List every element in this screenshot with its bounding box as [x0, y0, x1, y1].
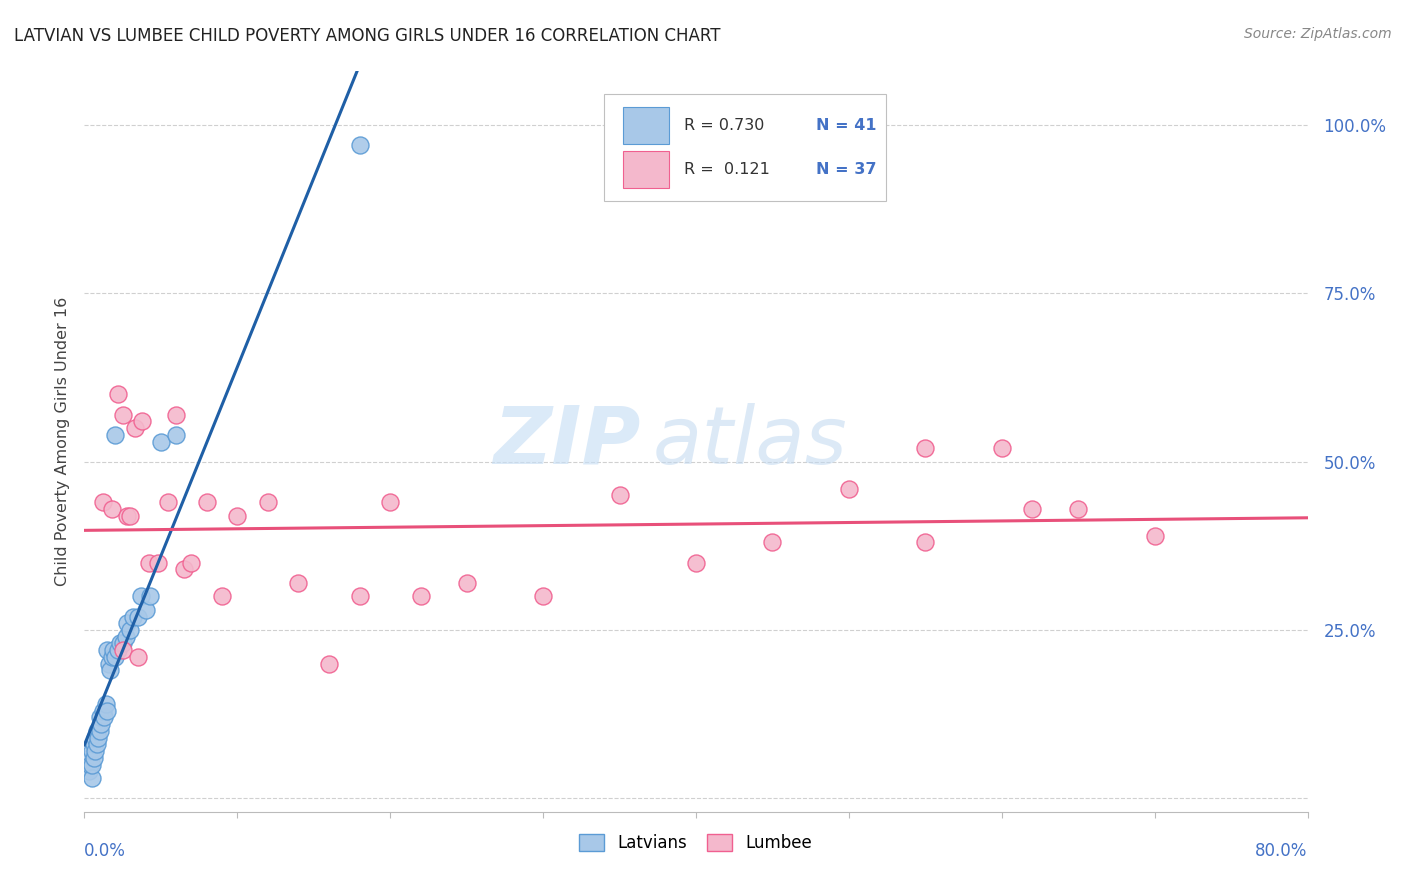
Point	[124, 421, 146, 435]
Point	[83, 738, 105, 752]
Point	[173, 562, 195, 576]
FancyBboxPatch shape	[605, 94, 886, 201]
Point	[111, 643, 134, 657]
Text: N = 37: N = 37	[815, 161, 876, 177]
Legend: Latvians, Lumbee: Latvians, Lumbee	[572, 828, 820, 859]
Point	[257, 495, 280, 509]
Point	[146, 556, 169, 570]
Point	[111, 636, 134, 650]
Point	[120, 623, 142, 637]
Point	[83, 751, 105, 765]
Text: LATVIAN VS LUMBEE CHILD POVERTY AMONG GIRLS UNDER 16 CORRELATION CHART: LATVIAN VS LUMBEE CHILD POVERTY AMONG GI…	[14, 27, 720, 45]
Point	[96, 643, 118, 657]
Point	[609, 488, 631, 502]
Point	[349, 138, 371, 153]
Point	[131, 414, 153, 428]
Point	[77, 764, 100, 779]
Point	[90, 717, 112, 731]
Point	[114, 630, 136, 644]
Text: N = 41: N = 41	[815, 118, 876, 133]
Point	[318, 657, 340, 671]
Point	[180, 556, 202, 570]
Point	[87, 731, 110, 745]
Text: 0.0%: 0.0%	[84, 842, 127, 860]
Point	[104, 649, 127, 664]
Point	[103, 643, 125, 657]
Point	[108, 636, 131, 650]
Point	[165, 427, 187, 442]
Point	[97, 657, 120, 671]
Point	[157, 495, 180, 509]
Point	[80, 757, 103, 772]
Point	[80, 771, 103, 785]
Point	[409, 590, 432, 604]
Point	[139, 590, 162, 604]
Point	[86, 723, 108, 738]
Text: R =  0.121: R = 0.121	[683, 161, 769, 177]
Point	[93, 710, 115, 724]
Y-axis label: Child Poverty Among Girls Under 16: Child Poverty Among Girls Under 16	[55, 297, 70, 586]
Point	[1067, 501, 1090, 516]
Point	[96, 704, 118, 718]
Text: 80.0%: 80.0%	[1256, 842, 1308, 860]
Point	[120, 508, 142, 523]
Point	[127, 609, 149, 624]
Point	[115, 508, 138, 523]
Point	[77, 751, 100, 765]
Point	[107, 387, 129, 401]
Point	[1143, 529, 1166, 543]
Point	[91, 704, 114, 718]
Point	[685, 556, 707, 570]
Point	[104, 427, 127, 442]
Point	[89, 710, 111, 724]
Point	[149, 434, 172, 449]
Point	[86, 738, 108, 752]
Point	[84, 731, 107, 745]
Point	[761, 535, 783, 549]
Point	[89, 723, 111, 738]
Text: atlas: atlas	[654, 402, 848, 481]
Point	[135, 603, 157, 617]
Point	[287, 575, 309, 590]
FancyBboxPatch shape	[623, 151, 669, 187]
Point	[94, 697, 117, 711]
Point	[122, 609, 145, 624]
Point	[107, 643, 129, 657]
Point	[165, 408, 187, 422]
Point	[111, 408, 134, 422]
Point	[914, 535, 936, 549]
FancyBboxPatch shape	[623, 107, 669, 144]
Point	[1021, 501, 1043, 516]
Point	[129, 590, 152, 604]
Point	[101, 501, 124, 516]
Point	[79, 757, 101, 772]
Point	[115, 616, 138, 631]
Point	[226, 508, 249, 523]
Point	[127, 649, 149, 664]
Point	[380, 495, 402, 509]
Point	[211, 590, 233, 604]
Point	[101, 649, 124, 664]
Point	[98, 664, 121, 678]
Point	[138, 556, 160, 570]
Point	[456, 575, 478, 590]
Point	[349, 590, 371, 604]
Point	[914, 442, 936, 456]
Point	[991, 442, 1014, 456]
Point	[80, 744, 103, 758]
Text: Source: ZipAtlas.com: Source: ZipAtlas.com	[1244, 27, 1392, 41]
Text: R = 0.730: R = 0.730	[683, 118, 763, 133]
Point	[84, 744, 107, 758]
Point	[91, 495, 114, 509]
Text: ZIP: ZIP	[494, 402, 641, 481]
Point	[531, 590, 554, 604]
Point	[838, 482, 860, 496]
Point	[195, 495, 218, 509]
